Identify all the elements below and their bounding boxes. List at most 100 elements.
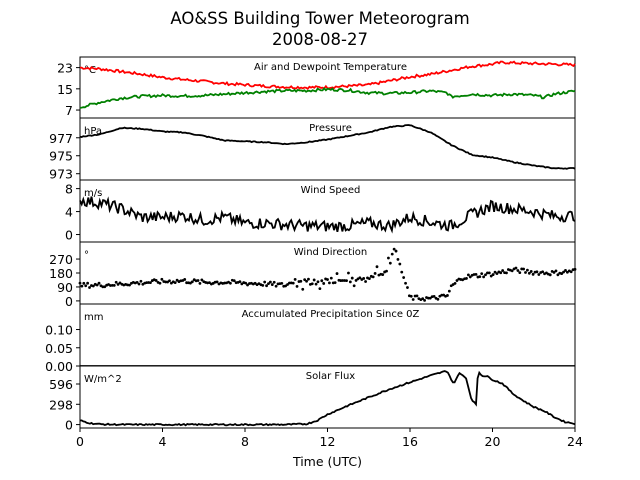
data-point — [400, 270, 404, 274]
data-point — [270, 283, 274, 286]
data-point — [263, 280, 267, 284]
data-point — [514, 266, 518, 270]
y-tick-label: 975 — [49, 149, 73, 164]
data-point — [527, 271, 531, 275]
data-point — [562, 270, 565, 274]
data-point — [84, 284, 88, 288]
data-point — [466, 273, 470, 277]
data-point — [453, 281, 457, 285]
data-point — [328, 281, 331, 285]
panel-frame — [79, 365, 576, 429]
data-point — [128, 283, 131, 287]
series-line — [79, 370, 576, 427]
data-point — [516, 269, 520, 272]
panel-title: Accumulated Precipitation Since 0Z — [242, 309, 420, 320]
data-point — [489, 274, 493, 278]
data-point — [396, 257, 400, 261]
data-point — [373, 272, 377, 275]
series-line — [79, 124, 576, 170]
figure-subtitle: 2008-08-27 — [272, 30, 368, 49]
panel: 0.00 0.05 0.10 Accumulated Precipitation Si… — [45, 303, 576, 374]
data-point — [116, 283, 120, 286]
data-point — [510, 269, 514, 273]
data-point — [541, 270, 545, 274]
data-point — [135, 280, 139, 284]
unit-label: ° — [84, 250, 89, 261]
y-tick-label: 15 — [57, 82, 73, 97]
y-tick-label: 0.10 — [45, 323, 73, 338]
data-point — [556, 273, 560, 277]
y-tick-label: 298 — [49, 397, 73, 412]
data-point — [348, 280, 352, 284]
data-point — [371, 275, 375, 279]
data-point — [95, 283, 99, 287]
data-point — [531, 272, 535, 276]
data-point — [404, 281, 407, 285]
data-point — [390, 252, 394, 256]
data-point — [535, 270, 539, 274]
data-point — [88, 286, 91, 289]
data-point — [518, 271, 522, 274]
y-tick-label: 0.05 — [45, 341, 73, 356]
data-point — [272, 280, 276, 284]
data-point — [97, 281, 101, 285]
data-point — [295, 285, 299, 288]
data-point — [501, 269, 505, 272]
data-point — [491, 273, 495, 276]
unit-label: hPa — [84, 126, 102, 137]
data-point — [280, 281, 284, 285]
data-point — [554, 269, 558, 273]
data-point — [86, 281, 90, 285]
data-point — [474, 272, 478, 276]
x-tick-label: 24 — [567, 434, 583, 449]
data-point — [564, 269, 567, 272]
data-point — [385, 269, 388, 273]
data-point — [387, 256, 390, 260]
data-point — [307, 277, 310, 281]
data-point — [529, 270, 533, 273]
y-tick-label: 180 — [49, 266, 73, 281]
data-point — [261, 283, 265, 287]
x-tick-label: 12 — [320, 434, 336, 449]
data-point — [103, 285, 107, 289]
data-point — [244, 281, 248, 285]
data-point — [573, 267, 577, 271]
y-tick-label: 4 — [65, 205, 73, 220]
data-point — [198, 281, 202, 285]
data-point — [522, 267, 525, 271]
data-point — [246, 283, 249, 287]
data-point — [362, 277, 366, 280]
data-point — [82, 281, 86, 285]
data-point — [173, 281, 177, 285]
panel-title: Solar Flux — [306, 371, 356, 382]
data-point — [229, 281, 232, 285]
data-point — [168, 279, 171, 283]
data-point — [137, 282, 141, 286]
y-tick-label: 973 — [49, 167, 73, 182]
unit-label: W/m^2 — [84, 374, 122, 385]
data-point — [286, 283, 289, 286]
data-point — [446, 294, 449, 297]
data-point — [347, 271, 350, 275]
data-point — [320, 279, 324, 283]
data-point — [548, 273, 552, 277]
data-point — [364, 280, 367, 283]
data-point — [415, 294, 419, 298]
data-point — [303, 278, 307, 282]
data-point — [499, 271, 503, 275]
data-point — [154, 279, 158, 282]
data-point — [526, 268, 529, 272]
data-point — [406, 286, 409, 289]
y-tick-label: 596 — [49, 377, 73, 392]
data-point — [478, 275, 482, 279]
data-point — [552, 271, 556, 274]
data-point — [291, 281, 295, 285]
data-point — [318, 287, 322, 290]
data-point — [284, 284, 288, 288]
data-point — [350, 276, 354, 280]
data-point — [238, 280, 242, 284]
data-point — [112, 283, 116, 287]
